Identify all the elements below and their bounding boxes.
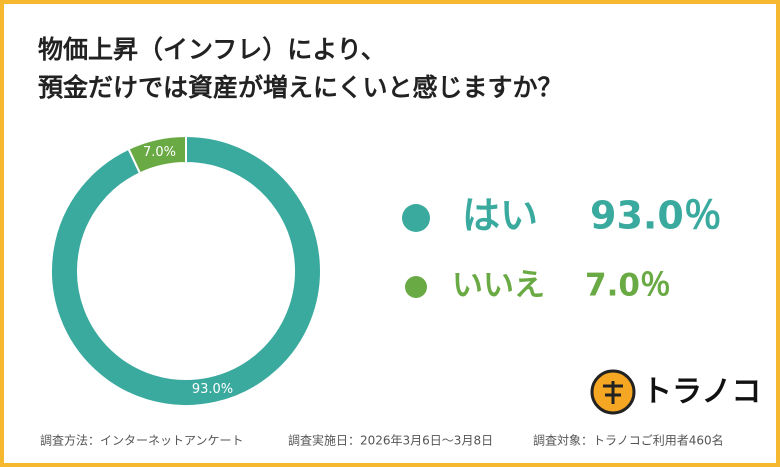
donut-slice xyxy=(127,134,187,175)
legend-label: はい xyxy=(462,194,538,238)
chart-title: 預金だけでは資産が増えにくいと感じますか？ xyxy=(38,73,563,102)
logo-text: トラノコ xyxy=(642,375,761,410)
legend-marker xyxy=(402,204,430,232)
logo: トラノコ xyxy=(590,369,761,415)
chart-title: 物価上昇（インフレ）により、 xyxy=(38,35,386,64)
footer-note: 調査方法：インターネットアンケート xyxy=(40,433,244,448)
footer-note: 調査実施日：2026年3月6日～3月8日 xyxy=(288,433,493,448)
legend-value: 93.0％ xyxy=(590,194,722,238)
legend-value: 7.0％ xyxy=(585,268,671,304)
data-label: 7.0% xyxy=(143,145,176,160)
data-label: 93.0% xyxy=(192,382,233,397)
legend-label: いいえ xyxy=(452,268,545,304)
logo-icon-detail xyxy=(603,381,623,404)
legend-marker xyxy=(405,276,427,298)
donut-slice xyxy=(50,134,322,407)
footer-note: 調査対象：トラノコご利用者460名 xyxy=(533,433,724,448)
